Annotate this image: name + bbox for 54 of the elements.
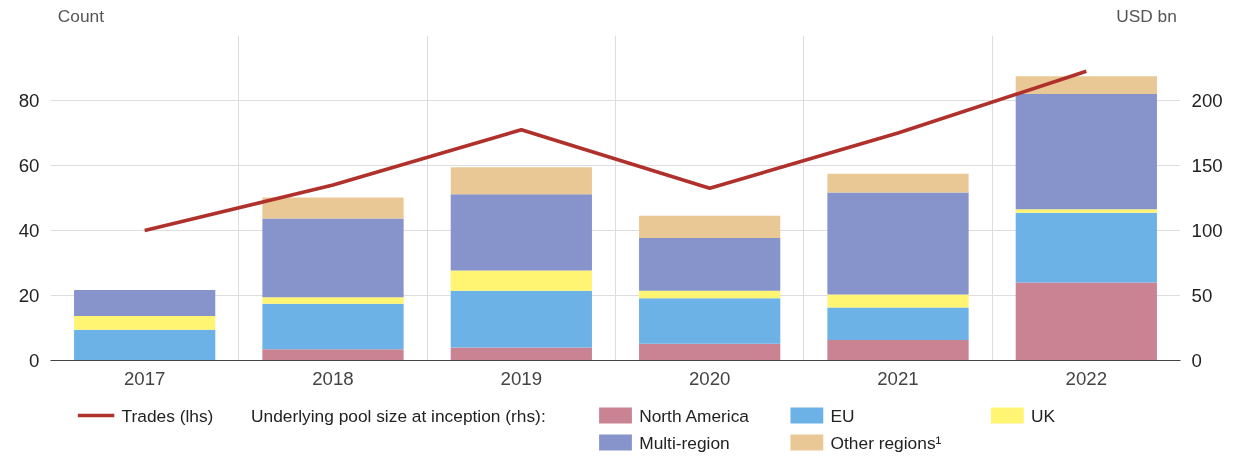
bar xyxy=(74,289,216,316)
bar xyxy=(639,343,781,361)
x-tick-label: 2018 xyxy=(312,367,354,389)
x-tick-label: 2017 xyxy=(123,367,166,389)
bar xyxy=(827,340,969,361)
x-tick-label: 2020 xyxy=(688,367,731,389)
y2-axis-title: USD bn xyxy=(1116,5,1177,26)
bar xyxy=(639,237,781,291)
x-tick-label: 2022 xyxy=(1065,367,1108,389)
legend-title: Underlying pool size at inception (rhs): xyxy=(250,405,546,426)
bar xyxy=(639,298,781,344)
bar xyxy=(639,290,781,299)
y2-tick-label: 100 xyxy=(1191,220,1223,241)
x-tick-label: 2021 xyxy=(877,367,919,389)
legend-label: Trades (lhs) xyxy=(121,405,214,426)
bar xyxy=(450,270,592,291)
bar xyxy=(450,290,592,348)
legend-label: Multi-region xyxy=(639,432,730,453)
y-tick-label: 40 xyxy=(18,220,40,241)
y2-tick-label: 150 xyxy=(1191,155,1223,176)
bar xyxy=(1015,282,1157,361)
bar xyxy=(639,215,781,238)
legend-label: EU xyxy=(830,405,855,426)
bar xyxy=(1015,94,1157,210)
bar xyxy=(1015,212,1157,283)
bar xyxy=(450,347,592,361)
y-tick-label: 0 xyxy=(29,350,40,371)
bar xyxy=(262,218,404,298)
legend-label: Other regions¹ xyxy=(830,432,942,453)
bar xyxy=(1015,76,1157,94)
y2-tick-label: 0 xyxy=(1191,350,1202,371)
bar xyxy=(827,307,969,341)
bar xyxy=(450,167,592,195)
bar xyxy=(1015,209,1157,213)
y2-tick-label: 50 xyxy=(1191,285,1213,306)
bar xyxy=(74,329,216,361)
x-tick-label: 2019 xyxy=(500,367,543,389)
y2-tick-label: 200 xyxy=(1191,90,1223,111)
bar xyxy=(450,194,592,271)
bar xyxy=(262,197,404,219)
legend-label: North America xyxy=(639,405,750,426)
bar xyxy=(74,315,216,330)
y-tick-label: 80 xyxy=(18,90,40,111)
bar xyxy=(262,303,404,350)
legend-label: UK xyxy=(1031,405,1056,426)
y-axis-title: Count xyxy=(57,5,105,26)
bar xyxy=(262,349,404,361)
bar xyxy=(827,173,969,193)
y-tick-label: 20 xyxy=(18,285,40,306)
line-series xyxy=(142,69,1089,233)
y-tick-label: 60 xyxy=(18,155,40,176)
bar xyxy=(262,297,404,304)
bar xyxy=(827,192,969,295)
bar xyxy=(827,294,969,308)
